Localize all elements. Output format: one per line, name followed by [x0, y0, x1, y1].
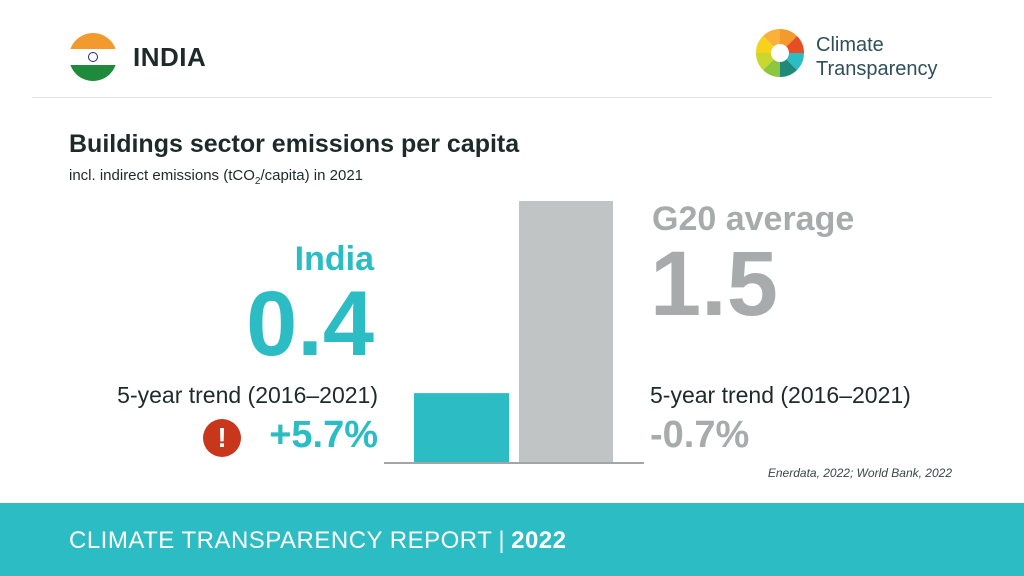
india-value: 0.4 [246, 273, 374, 375]
logo-text: Climate Transparency [816, 33, 938, 81]
bar-india [414, 393, 509, 463]
chart-title: Buildings sector emissions per capita [69, 130, 520, 158]
header: INDIA Climate Transparency [0, 0, 1024, 98]
subtitle-text: incl. indirect emissions (tCO [69, 167, 255, 184]
bar-g20 [519, 201, 613, 463]
bar-chart [384, 201, 644, 464]
g20-value: 1.5 [650, 233, 778, 335]
india-trend-label: 5-year trend (2016–2021) [117, 382, 378, 408]
india-trend-value: +5.7% [269, 414, 378, 456]
footer-year: 2022 [511, 527, 567, 554]
footer-separator: | [498, 527, 506, 554]
footer-report-title: CLIMATE TRANSPARENCY REPORT [69, 527, 493, 554]
chart-subtitle: incl. indirect emissions (tCO2/capita) i… [69, 167, 363, 187]
g20-trend-label: 5-year trend (2016–2021) [650, 382, 911, 408]
logo-text-line1: Climate [816, 34, 884, 56]
india-flag-icon [69, 33, 117, 81]
subtitle-text-end: /capita) in 2021 [260, 167, 364, 184]
subtitle-subscript: 2 [254, 176, 261, 187]
footer: CLIMATE TRANSPARENCY REPORT | 2022 [0, 503, 1024, 576]
source-note: Enerdata, 2022; World Bank, 2022 [767, 466, 952, 480]
alert-icon: ! [203, 419, 241, 457]
country-name: INDIA [133, 42, 207, 72]
g20-label: G20 average [652, 200, 855, 238]
india-label: India [294, 240, 374, 278]
g20-trend-value: -0.7% [650, 414, 750, 456]
footer-text: CLIMATE TRANSPARENCY REPORT | 2022 [69, 527, 567, 555]
logo-text-line2: Transparency [816, 58, 938, 80]
header-divider [32, 97, 992, 98]
climate-transparency-logo-icon [755, 28, 805, 78]
